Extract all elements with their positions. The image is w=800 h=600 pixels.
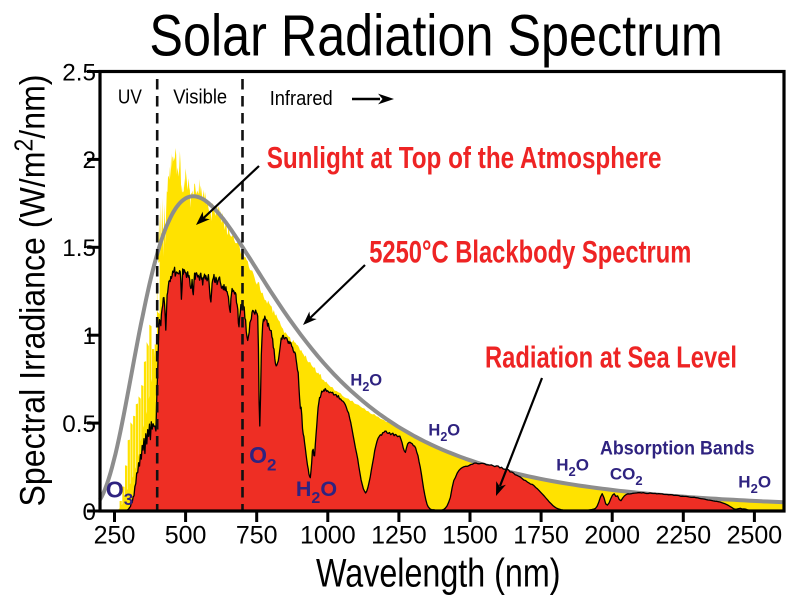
svg-text:5250°C Blackbody Spectrum: 5250°C Blackbody Spectrum — [369, 234, 691, 270]
svg-text:750: 750 — [236, 522, 278, 550]
svg-text:Spectral Irradiance (W/m2/nm): Spectral Irradiance (W/m2/nm) — [11, 75, 53, 507]
svg-text:H2O: H2O — [738, 473, 771, 497]
svg-text:2: 2 — [82, 147, 96, 174]
svg-text:Absorption Bands: Absorption Bands — [600, 438, 755, 459]
svg-text:H2O: H2O — [350, 372, 382, 394]
svg-text:0.5: 0.5 — [62, 411, 96, 438]
svg-text:0: 0 — [82, 499, 96, 526]
svg-text:2000: 2000 — [584, 522, 640, 550]
svg-text:H2O: H2O — [428, 422, 460, 444]
svg-text:1250: 1250 — [371, 522, 427, 550]
svg-text:1750: 1750 — [513, 522, 569, 550]
svg-text:1500: 1500 — [442, 522, 498, 550]
svg-text:CO2: CO2 — [610, 464, 643, 488]
svg-text:250: 250 — [94, 522, 136, 550]
svg-text:1.5: 1.5 — [62, 235, 96, 262]
svg-text:Wavelength (nm): Wavelength (nm) — [316, 552, 561, 595]
svg-text:1000: 1000 — [300, 522, 356, 550]
svg-text:2250: 2250 — [655, 522, 711, 550]
svg-text:500: 500 — [165, 522, 207, 550]
svg-text:2500: 2500 — [727, 522, 783, 550]
svg-text:2.5: 2.5 — [62, 59, 96, 86]
svg-text:Infrared: Infrared — [270, 88, 333, 110]
svg-text:UV: UV — [118, 87, 143, 109]
svg-text:Radiation at Sea Level: Radiation at Sea Level — [485, 340, 737, 375]
svg-text:Sunlight at Top of the Atmosph: Sunlight at Top of the Atmosphere — [267, 140, 662, 175]
svg-text:Solar Radiation Spectrum: Solar Radiation Spectrum — [149, 4, 722, 69]
svg-text:Visible: Visible — [173, 87, 227, 109]
svg-text:1: 1 — [82, 323, 96, 350]
svg-text:H2O: H2O — [556, 456, 589, 480]
